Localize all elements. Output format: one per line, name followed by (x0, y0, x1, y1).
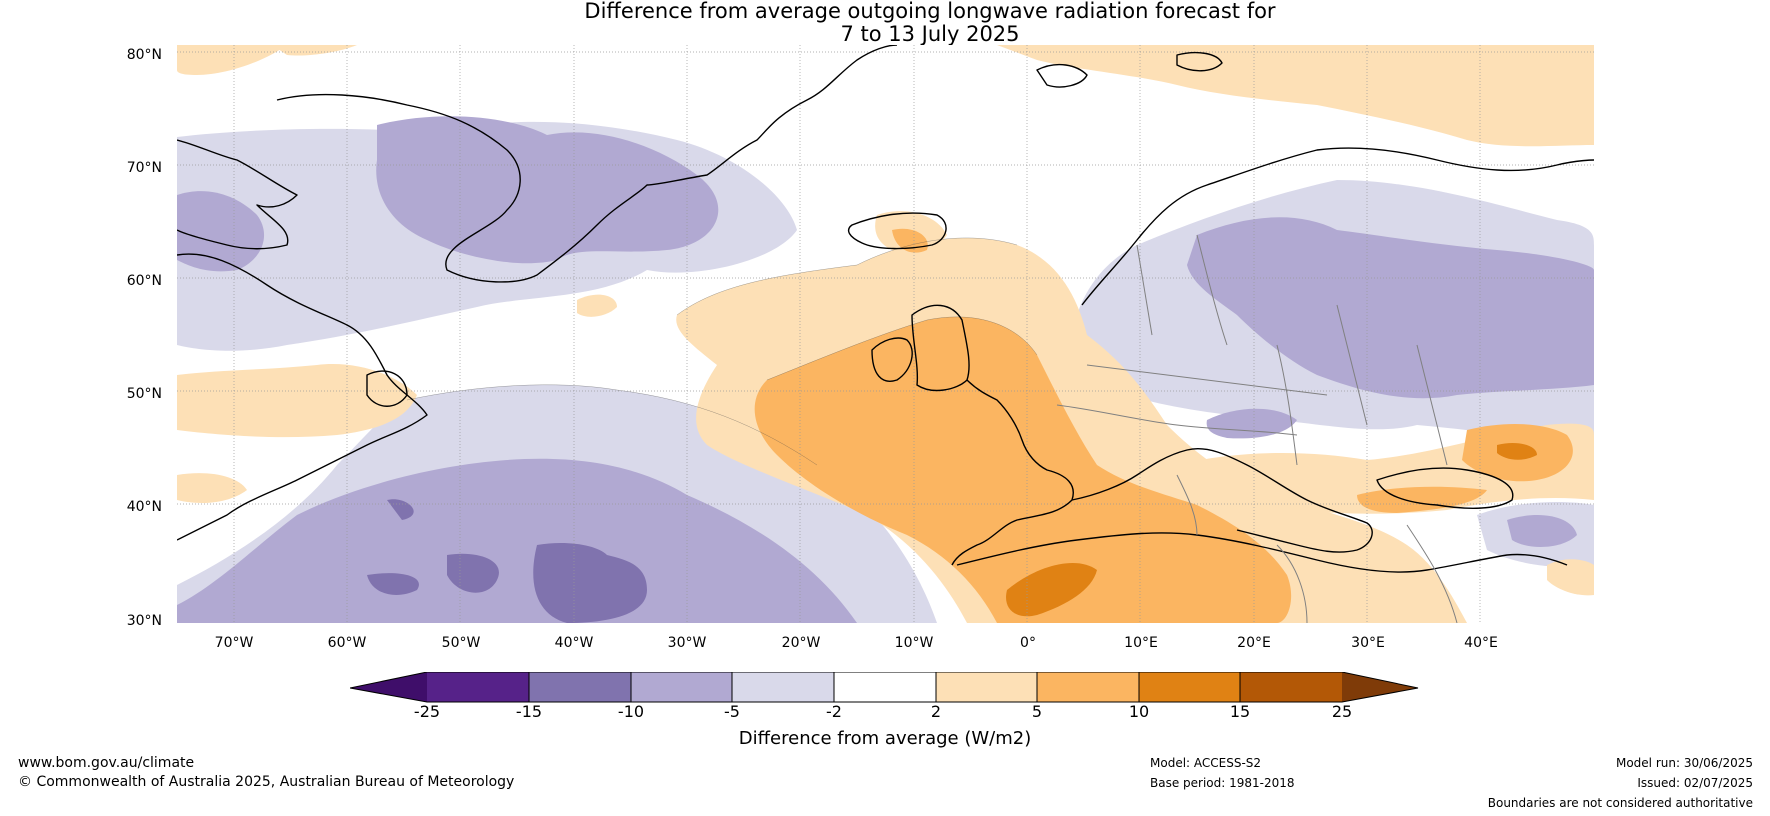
coastline-iceland (847, 212, 947, 250)
anomaly-region-pos-mid-atlantic (754, 316, 1292, 623)
coastline-europe-south (1071, 448, 1373, 553)
lon-label-10w: 10°W (894, 635, 934, 651)
map-title-line1: Difference from average outgoing longwav… (584, 0, 1276, 23)
colorbar-bin-5 (834, 672, 936, 702)
anomaly-region-pos-light-arctic-east (997, 45, 1594, 147)
footer-disclaimer: Boundaries are not considered authoritat… (1487, 796, 1753, 810)
colorbar-tick-25: 25 (1331, 702, 1353, 721)
colorbar-bin-3 (631, 672, 732, 702)
colorbar-tick-minus5: -5 (724, 702, 740, 721)
lon-label-40w: 40°W (554, 635, 594, 651)
lat-label-80n: 80°N (126, 47, 162, 63)
anomaly-region-pos-dark-morocco (1006, 562, 1097, 617)
colorbar-tick-minus2: -2 (826, 702, 842, 721)
coastline-north-africa (956, 532, 1568, 573)
lon-label-70w: 70°W (214, 635, 254, 651)
footer-base-period: Base period: 1981-2018 (1150, 776, 1295, 790)
lon-label-20e: 20°E (1237, 635, 1271, 651)
coastline-labrador (177, 253, 428, 541)
lat-label-40n: 40°N (126, 499, 162, 515)
lon-label-30e: 30°E (1351, 635, 1385, 651)
footer-url: www.bom.gov.au/climate (18, 755, 195, 771)
colorbar-tick-minus10: -10 (617, 702, 645, 721)
colorbar-tick-2: 2 (930, 702, 942, 721)
colorbar-bin-7 (1037, 672, 1139, 702)
footer-copyright: © Commonwealth of Australia 2025, Austra… (18, 774, 515, 790)
colorbar-bin-8 (1139, 672, 1240, 702)
lon-label-10e: 10°E (1124, 635, 1158, 651)
colorbar-tick-minus15: -15 (515, 702, 543, 721)
footer-model: Model: ACCESS-S2 (1150, 756, 1262, 770)
anomaly-region-pos-light-northwest (177, 45, 357, 75)
coastline-greenland (276, 45, 898, 283)
colorbar-extend-high (1342, 672, 1418, 702)
lat-label-70n: 70°N (126, 160, 162, 176)
anomaly-region-pos-light-canaries (177, 473, 247, 503)
lon-label-60w: 60°W (327, 635, 367, 651)
colorbar-bin-6 (936, 672, 1037, 702)
colorbar-outline (350, 672, 1419, 703)
lon-label-20w: 20°W (781, 635, 821, 651)
colorbar-bin-2 (529, 672, 631, 702)
map-title-line2: 7 to 13 July 2025 (840, 22, 1020, 46)
footer-model-run: Model run: 30/06/2025 (1615, 756, 1753, 770)
colorbar-extend-low (350, 672, 427, 702)
coastline-black-sea (1376, 467, 1514, 509)
colorbar-tick-10: 10 (1128, 702, 1150, 721)
lat-label-60n: 60°N (126, 273, 162, 289)
lon-label-50w: 50°W (441, 635, 481, 651)
anomaly-region-neg-mid-alps (1206, 408, 1297, 439)
anomaly-region-neg-mid-scandinavia (1187, 217, 1594, 399)
anomaly-region-neg-mid-greenland (376, 116, 719, 264)
coastline-europe-west (951, 379, 1074, 566)
map-coastlines (177, 45, 1594, 573)
lon-label-40e: 40°E (1464, 635, 1498, 651)
colorbar-label: Difference from average (W/m2) (738, 728, 1032, 749)
lat-label-50n: 50°N (126, 386, 162, 402)
colorbar-bin-4 (732, 672, 834, 702)
anomaly-region-neg-mid-caspian (1507, 515, 1577, 547)
anomaly-region-pos-light-atlantic-small (577, 294, 617, 317)
anomaly-region-neg-dark-atlantic (367, 499, 647, 623)
colorbar-tick-minus25: -25 (413, 702, 441, 721)
colorbar (350, 672, 1419, 703)
olr-anomaly-map (177, 45, 1594, 623)
colorbar-bin-1 (427, 672, 529, 702)
anomaly-region-neg-mid-baffin (177, 191, 265, 272)
anomaly-region-neg-mid-atlantic (177, 458, 857, 623)
anomaly-region-pos-light-newfoundland (177, 364, 417, 438)
anomaly-contour-lines (406, 237, 1038, 466)
colorbar-tick-15: 15 (1229, 702, 1251, 721)
colorbar-tick-5: 5 (1031, 702, 1043, 721)
coastline-scandinavia (1081, 147, 1594, 306)
map-gridlines (177, 45, 1594, 623)
lon-label-30w: 30°W (667, 635, 707, 651)
map-country-borders (1056, 234, 1458, 623)
anomaly-region-pos-dark-blacksea (1497, 443, 1537, 460)
coastline-arctic-islands (1036, 51, 1223, 88)
coastline-newfoundland (366, 370, 408, 407)
lat-label-30n: 30°N (126, 613, 162, 629)
colorbar-bin-9 (1240, 672, 1342, 702)
anomaly-region-pos-light-middle-east (1547, 559, 1594, 596)
lon-label-0: 0° (1020, 635, 1036, 651)
footer-issued: Issued: 02/07/2025 (1637, 776, 1753, 790)
coastline-baffin (177, 139, 298, 250)
